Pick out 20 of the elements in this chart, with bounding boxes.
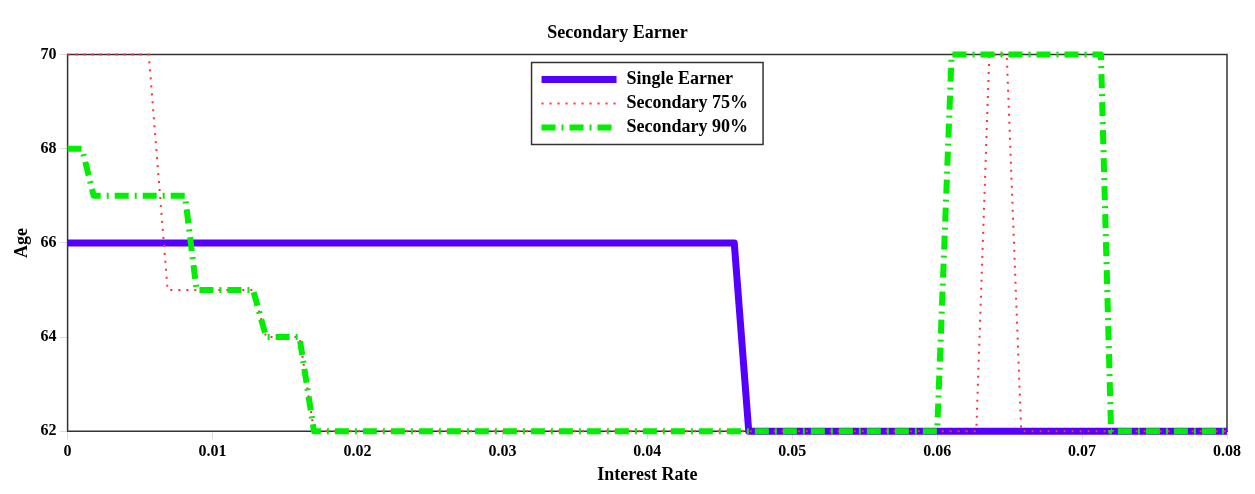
x-tick-label: 0.03 xyxy=(488,441,517,459)
legend-label: Secondary 75% xyxy=(626,92,749,113)
x-tick-label: 0.06 xyxy=(923,441,952,459)
y-axis-title: Age xyxy=(11,227,32,258)
x-axis-title: Interest Rate xyxy=(597,463,698,484)
x-tick-label: 0.05 xyxy=(778,441,807,459)
y-tick-label: 62 xyxy=(40,421,57,439)
y-tick-label: 70 xyxy=(40,44,57,62)
x-tick-label: 0.02 xyxy=(343,441,372,459)
legend-label: Secondary 90% xyxy=(626,116,749,137)
y-tick-label: 66 xyxy=(40,233,57,251)
x-tick-label: 0.04 xyxy=(633,441,662,459)
y-tick-label: 64 xyxy=(40,327,57,345)
chart-title: Secondary Earner xyxy=(547,22,688,43)
x-tick-label: 0.01 xyxy=(198,441,227,459)
y-tick-label: 68 xyxy=(40,138,57,156)
legend-label: Single Earner xyxy=(626,68,734,89)
x-tick-label: 0.08 xyxy=(1213,441,1241,459)
x-tick-label: 0 xyxy=(63,441,72,459)
x-tick-label: 0.07 xyxy=(1068,441,1097,459)
